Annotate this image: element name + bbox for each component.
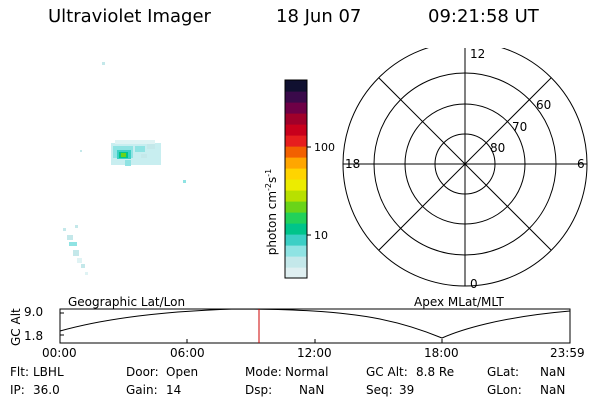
- geographic-image: [63, 62, 186, 275]
- polar-grid: [342, 48, 588, 287]
- colorbar-swatch: [285, 201, 307, 213]
- mlt-label-18: 18: [345, 157, 361, 171]
- mode-label: Mode:: [245, 365, 282, 379]
- colorbar-swatch: [285, 91, 307, 103]
- flt-value: LBHL: [33, 365, 64, 379]
- door-value: Open: [166, 365, 199, 379]
- orbit-left-title: Geographic Lat/Lon: [68, 295, 186, 309]
- door-label: Door:: [126, 365, 159, 379]
- colorbar-swatch: [285, 113, 307, 125]
- colorbar-swatch: [285, 190, 307, 202]
- colorbar-swatch: [285, 267, 307, 279]
- observation-time: 09:21:58 UT: [428, 6, 539, 27]
- colorbar-swatch: [285, 212, 307, 224]
- colorbar-swatch: [285, 80, 307, 92]
- glon-value: NaN: [540, 383, 566, 397]
- dsp-label: Dsp:: [245, 383, 273, 397]
- mlt-label-12: 12: [470, 47, 486, 61]
- orbit-xtick-2: 12:00: [297, 346, 332, 360]
- colorbar-swatch: [285, 223, 307, 235]
- glat-label: GLat:: [487, 365, 520, 379]
- colorbar-swatch: [285, 157, 307, 169]
- glat-value: NaN: [540, 365, 566, 379]
- colorbar-swatch: [285, 256, 307, 268]
- orbit-right-title: Apex MLat/MLT: [414, 295, 504, 309]
- colorbar-swatch: [285, 102, 307, 114]
- orbit-ytick-top: 9.0: [24, 305, 44, 319]
- colorbar-swatch: [285, 135, 307, 147]
- colorbar-tick-100: 100: [314, 141, 335, 154]
- gain-label: Gain:: [126, 383, 158, 397]
- orbit-xtick-4: 23:59: [550, 346, 585, 360]
- colorbar-swatch: [285, 245, 307, 257]
- orbit-xtick-0: 00:00: [42, 346, 77, 360]
- colorbar-swatch: [285, 146, 307, 158]
- colorbar: photon cm-2s-1: [264, 79, 311, 279]
- mode-value: Normal: [285, 365, 329, 379]
- lat-label-60: 60: [536, 98, 552, 112]
- orbit-plot: [59, 308, 571, 344]
- orbit-plot-frame: [59, 308, 571, 344]
- colorbar-swatch: [285, 179, 307, 191]
- seq-value: 39: [399, 383, 415, 397]
- lat-label-80: 80: [490, 141, 506, 155]
- flt-label: Flt:: [10, 365, 29, 379]
- colorbar-unit-label: photon cm-2s-1: [264, 169, 279, 256]
- colorbar-tick-10: 10: [314, 229, 328, 242]
- mlt-label-6: 6: [577, 157, 585, 171]
- instrument-title: Ultraviolet Imager: [48, 6, 211, 27]
- colorbar-swatch: [285, 124, 307, 136]
- gcalt-value: 8.8 Re: [416, 365, 455, 379]
- orbit-ytick-bottom: 1.8: [24, 329, 44, 343]
- mlt-label-0: 0: [470, 277, 478, 291]
- orbit-xtick-1: 06:00: [170, 346, 205, 360]
- aurora-blob: [111, 140, 161, 166]
- seq-label: Seq:: [366, 383, 393, 397]
- orbit-ylabel: GC Alt: [9, 308, 23, 346]
- glon-label: GLon:: [487, 383, 522, 397]
- colorbar-swatch: [285, 168, 307, 180]
- observation-date: 18 Jun 07: [276, 6, 362, 27]
- mlt-line-diag2: [378, 77, 552, 251]
- ip-label: IP:: [10, 383, 25, 397]
- colorbar-swatch: [285, 234, 307, 246]
- lat-label-70: 70: [512, 120, 528, 134]
- orbit-altitude-curve: [59, 308, 571, 339]
- orbit-xtick-3: 18:00: [424, 346, 459, 360]
- dsp-value: NaN: [299, 383, 325, 397]
- gain-value: 14: [166, 383, 182, 397]
- ip-value: 36.0: [33, 383, 60, 397]
- gcalt-label: GC Alt:: [366, 365, 408, 379]
- sparse-pixels: [63, 62, 186, 275]
